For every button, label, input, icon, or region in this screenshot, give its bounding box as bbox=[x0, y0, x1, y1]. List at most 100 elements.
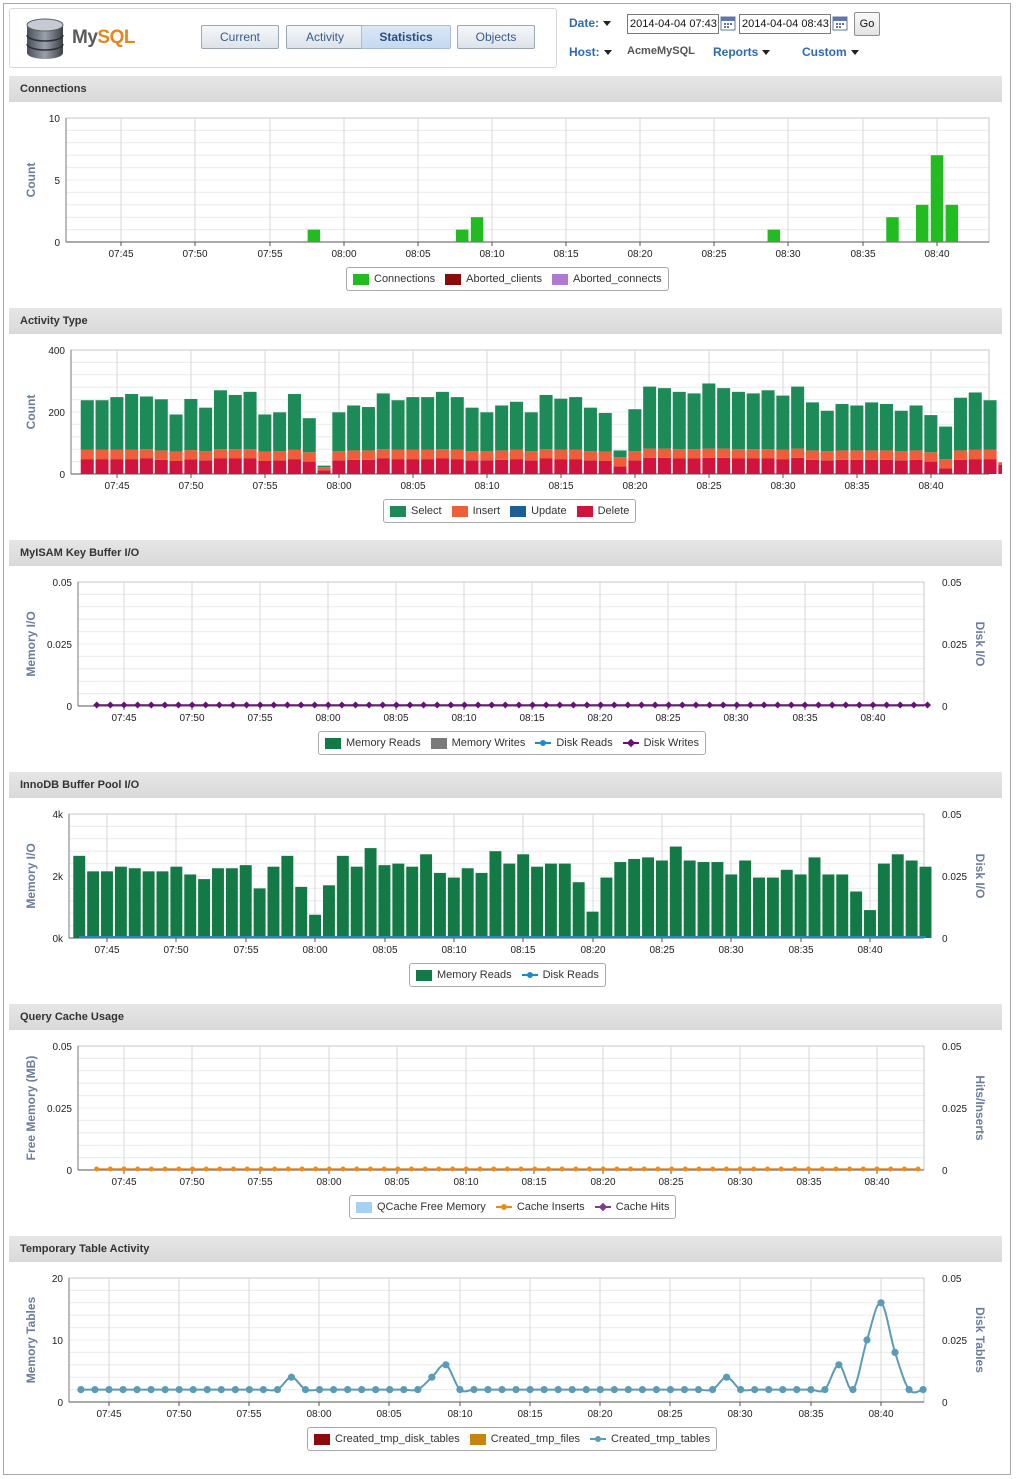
disk-writes-point bbox=[256, 701, 264, 709]
panel-activity-type: Activity Type 0 200 400 07:45 07:50 07:55 08:0… bbox=[9, 308, 1002, 530]
legend-item[interactable]: Memory Reads bbox=[325, 737, 421, 749]
select-bar bbox=[509, 401, 523, 450]
tab-current[interactable]: Current bbox=[201, 25, 279, 49]
legend-item[interactable]: Created_tmp_tables bbox=[590, 1433, 710, 1445]
x-tick-label: 08:30 bbox=[727, 1177, 752, 1188]
legend-item[interactable]: Connections bbox=[353, 273, 435, 285]
x-tick-label: 07:50 bbox=[179, 1177, 204, 1188]
insert-bar bbox=[791, 448, 805, 458]
legend-item[interactable]: Aborted_connects bbox=[551, 273, 662, 285]
cache-inserts-point bbox=[231, 1166, 237, 1172]
select-bar bbox=[850, 405, 864, 451]
swatch bbox=[451, 505, 468, 517]
select-bar bbox=[287, 394, 301, 450]
select-bar bbox=[80, 400, 94, 450]
legend-item[interactable]: Insert bbox=[451, 505, 500, 517]
select-bar bbox=[657, 388, 671, 449]
x-tick-label: 08:20 bbox=[587, 1409, 612, 1420]
select-bar bbox=[939, 426, 953, 460]
insert-bar bbox=[939, 459, 953, 469]
host-dropdown[interactable]: Host: bbox=[569, 45, 612, 59]
reports-dropdown[interactable]: Reports bbox=[713, 45, 771, 59]
tmp-tables-point bbox=[512, 1386, 520, 1394]
tab-objects[interactable]: Objects bbox=[457, 25, 535, 49]
select-bar bbox=[332, 412, 346, 452]
y-tick-label: 4k bbox=[52, 810, 64, 821]
memory-reads-bar bbox=[739, 860, 752, 938]
select-bar bbox=[421, 397, 435, 450]
insert-bar bbox=[95, 449, 109, 460]
cache-inserts-point bbox=[792, 1166, 798, 1172]
delete-bar bbox=[539, 458, 553, 474]
insert-bar bbox=[228, 449, 242, 459]
tmp-tables-point bbox=[77, 1386, 85, 1394]
memory-reads-bar bbox=[336, 855, 349, 938]
legend-item[interactable]: Select bbox=[390, 505, 442, 517]
legend-item[interactable]: Delete bbox=[576, 505, 629, 517]
delete-bar bbox=[347, 459, 361, 474]
legend-item[interactable]: Disk Reads bbox=[521, 969, 599, 981]
legend-item[interactable]: Memory Reads bbox=[416, 969, 512, 981]
memory-reads-bar bbox=[295, 886, 308, 938]
tab-activity[interactable]: Activity bbox=[286, 25, 364, 49]
disk-writes-point bbox=[515, 701, 523, 709]
legend-item[interactable]: Created_tmp_files bbox=[469, 1433, 580, 1445]
legend-item[interactable]: Disk Writes bbox=[622, 737, 699, 749]
legend-item[interactable]: Aborted_clients bbox=[445, 273, 542, 285]
tmp-tables-line bbox=[80, 1301, 924, 1394]
x-tick-label: 08:10 bbox=[447, 1409, 472, 1420]
memory-reads-bar bbox=[281, 855, 294, 938]
cache-inserts-point bbox=[860, 1166, 866, 1172]
delete-bar bbox=[983, 459, 997, 474]
y2-tick-label: 0.05 bbox=[942, 810, 962, 821]
disk-writes-point bbox=[161, 701, 169, 709]
tmp-tables-point bbox=[680, 1386, 689, 1394]
connections-bar bbox=[915, 204, 929, 242]
delete-bar bbox=[953, 459, 967, 474]
cache-inserts-point bbox=[778, 1166, 784, 1172]
insert-bar bbox=[761, 449, 775, 459]
x-tick-label: 08:05 bbox=[372, 945, 397, 956]
swatch bbox=[314, 1433, 330, 1445]
legend-item[interactable]: Cache Inserts bbox=[495, 1201, 585, 1213]
legend-item[interactable]: Created_tmp_disk_tables bbox=[314, 1433, 460, 1445]
tab-statistics[interactable]: Statistics bbox=[361, 25, 451, 49]
delete-bar bbox=[228, 458, 242, 474]
calendar-icon[interactable] bbox=[720, 15, 736, 31]
select-bar bbox=[687, 393, 701, 450]
cache-inserts-point bbox=[641, 1166, 647, 1172]
date-from-input[interactable]: 2014-04-04 07:43 bbox=[627, 14, 719, 34]
insert-bar bbox=[317, 467, 331, 471]
legend-item[interactable]: Memory Writes bbox=[430, 737, 525, 749]
delete-bar bbox=[909, 459, 923, 474]
go-button[interactable]: Go bbox=[854, 12, 880, 36]
custom-dropdown[interactable]: Custom bbox=[802, 45, 859, 59]
calendar-icon[interactable] bbox=[832, 15, 848, 31]
insert-bar bbox=[702, 448, 716, 458]
insert-bar bbox=[583, 451, 597, 461]
legend-item[interactable]: QCache Free Memory bbox=[356, 1201, 486, 1213]
legend-item[interactable]: Disk Reads bbox=[535, 737, 613, 749]
disk-writes-point bbox=[379, 701, 387, 709]
select-bar bbox=[139, 396, 153, 450]
memory-reads-bar bbox=[531, 866, 544, 938]
select-bar bbox=[791, 386, 805, 449]
cache-inserts-point bbox=[258, 1166, 264, 1172]
insert-bar bbox=[835, 450, 849, 460]
tmp-tables-point bbox=[638, 1386, 646, 1394]
cache-inserts-point bbox=[682, 1166, 688, 1172]
disk-writes-point bbox=[406, 701, 414, 709]
date-to-input[interactable]: 2014-04-04 08:43 bbox=[739, 14, 831, 34]
host-value: AcmeMySQL bbox=[627, 45, 695, 57]
insert-bar bbox=[539, 449, 553, 459]
delete-bar bbox=[805, 459, 819, 474]
legend-item[interactable]: Cache Hits bbox=[594, 1201, 669, 1213]
select-bar bbox=[169, 414, 183, 452]
date-dropdown[interactable]: Date: bbox=[569, 16, 612, 30]
insert-bar bbox=[820, 451, 834, 461]
legend-item[interactable]: Update bbox=[510, 505, 567, 517]
delete-bar bbox=[569, 459, 583, 474]
insert-bar bbox=[465, 451, 479, 461]
cache-inserts-point bbox=[107, 1166, 113, 1172]
delete-bar bbox=[421, 459, 435, 474]
